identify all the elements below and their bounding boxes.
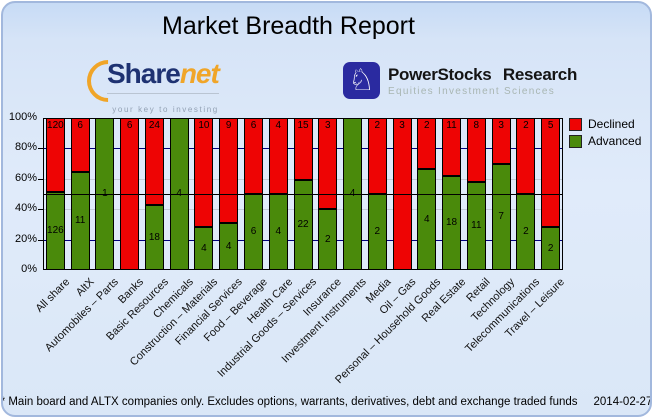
advanced-swatch-icon xyxy=(569,134,582,148)
y-axis-label-80: 80% xyxy=(14,141,37,154)
y-axis-label-0: 0% xyxy=(21,263,37,275)
bar-value-advanced: 2 xyxy=(324,233,331,245)
bar-value-declined: 6 xyxy=(77,120,83,131)
legend-row-declined: Declined xyxy=(569,117,641,131)
bar-value-declined: 24 xyxy=(148,120,160,131)
bar-value-advanced: 6 xyxy=(250,226,257,237)
bar-value-advanced: 4 xyxy=(170,188,189,199)
y-axis-tick-80 xyxy=(38,148,43,150)
bar-value-advanced: 2 xyxy=(374,226,381,237)
bar-value-declined: 8 xyxy=(473,120,480,131)
bar-value-advanced: 126 xyxy=(47,225,64,236)
bar-value-declined: 3 xyxy=(399,120,405,131)
bar-segment-declined xyxy=(144,118,164,205)
bar-value-declined: 3 xyxy=(324,120,331,131)
footer-note: * Main board and ALTX companies only. Ex… xyxy=(1,396,578,408)
bar-value-advanced: 7 xyxy=(498,211,504,222)
bar-value-advanced: 4 xyxy=(424,213,430,225)
powerstocks-logo: ♘ PowerStocks Research Equities Investme… xyxy=(343,62,577,99)
bar-value-advanced: 18 xyxy=(148,231,160,243)
declined-swatch-icon xyxy=(569,117,582,131)
sharenet-logo: Sharenet your key to investing xyxy=(78,51,220,114)
y-axis-label-60: 60% xyxy=(14,171,37,184)
bar-value-advanced: 1 xyxy=(95,188,114,199)
bar-value-declined: 2 xyxy=(523,120,529,131)
bar-value-advanced: 4 xyxy=(225,240,232,252)
y-axis-tick-20 xyxy=(38,239,43,241)
bar-value-declined: 11 xyxy=(446,120,457,131)
legend-row-advanced: Advanced xyxy=(569,134,641,148)
footer: * Main board and ALTX companies only. Ex… xyxy=(3,396,650,408)
ref-line-50pct xyxy=(43,194,563,195)
bar-value-advanced: 4 xyxy=(275,226,282,237)
legend-label-declined: Declined xyxy=(588,117,635,131)
bar-value-advanced: 11 xyxy=(74,215,86,226)
market-breadth-chart: 0% 20% 40% 60% 80% 100% 120 126 All share 6 11 AltX… xyxy=(3,3,650,415)
y-axis-label-100: 100% xyxy=(8,111,37,123)
bar-value-advanced: 2 xyxy=(523,226,529,237)
sharenet-tagline: your key to investing xyxy=(107,93,219,125)
bar-value-declined: 120 xyxy=(47,120,64,131)
sharenet-wordmark: Sharenet your key to investing xyxy=(107,58,220,125)
bar-value-advanced: 4 xyxy=(343,188,362,199)
bar-segment-declined xyxy=(194,118,214,227)
bar-value-advanced: 4 xyxy=(201,242,207,254)
bar-value-declined: 2 xyxy=(374,120,381,131)
bar-value-advanced: 2 xyxy=(547,242,554,254)
bar-value-declined: 9 xyxy=(225,120,232,131)
bar-value-declined: 3 xyxy=(498,120,504,131)
powerstocks-wordmark: PowerStocks Research xyxy=(388,64,578,84)
page-title: Market Breadth Report xyxy=(162,12,415,40)
bar-value-declined: 15 xyxy=(297,120,309,131)
bar-value-advanced: 11 xyxy=(471,220,482,231)
bar-value-declined: 10 xyxy=(198,120,210,131)
bar-value-advanced: 18 xyxy=(446,217,458,228)
powerstocks-tagline: Equities Investment Sciences xyxy=(388,85,556,97)
sharenet-wordmark-share: Share xyxy=(107,58,181,89)
sharenet-wordmark-net: net xyxy=(179,58,220,89)
bar-segment-declined xyxy=(318,118,338,209)
bar-value-declined: 2 xyxy=(424,120,430,131)
bar-segment-declined xyxy=(541,118,561,227)
bar-value-declined: 6 xyxy=(126,120,133,131)
y-axis-label-40: 40% xyxy=(14,202,37,215)
bar-value-declined: 5 xyxy=(547,120,554,131)
report-date: 2014-02-27 xyxy=(593,396,652,408)
y-axis-tick-40 xyxy=(38,209,43,211)
y-axis-tick-60 xyxy=(38,178,43,180)
bar-value-declined: 6 xyxy=(250,120,257,131)
knight-icon: ♘ xyxy=(343,62,380,99)
bar-segment-declined xyxy=(219,118,239,223)
x-axis-label: All share xyxy=(33,276,72,315)
y-axis-label-20: 20% xyxy=(14,232,37,245)
chart-legend: Declined Advanced xyxy=(569,117,641,151)
bar-value-advanced: 22 xyxy=(297,219,309,230)
bar-value-declined: 4 xyxy=(275,120,282,131)
powerstocks-text: PowerStocks Research Equities Investment… xyxy=(388,65,577,97)
legend-label-advanced: Advanced xyxy=(588,134,642,148)
